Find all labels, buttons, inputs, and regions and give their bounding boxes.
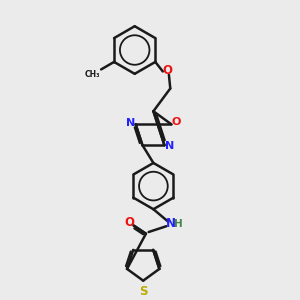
Text: O: O (124, 216, 135, 229)
Text: N: N (165, 141, 175, 151)
Text: O: O (171, 118, 181, 128)
Text: S: S (139, 285, 147, 298)
Text: H: H (173, 219, 182, 229)
Text: N: N (125, 118, 135, 128)
Text: N: N (165, 217, 176, 230)
Text: O: O (162, 64, 172, 77)
Text: CH₃: CH₃ (84, 70, 100, 79)
